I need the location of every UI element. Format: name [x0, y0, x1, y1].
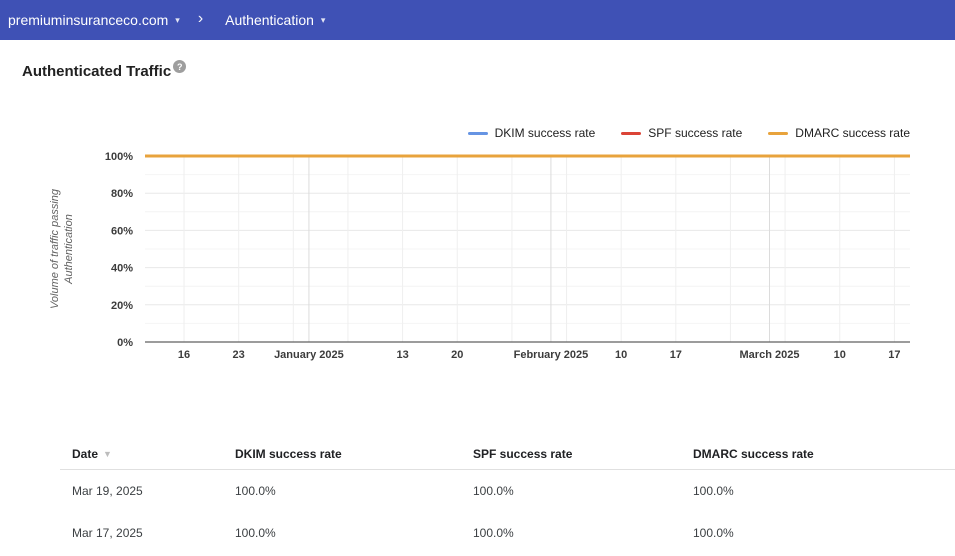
- column-header-spf: SPF success rate: [461, 447, 681, 461]
- cell-date: Mar 19, 2025: [60, 484, 223, 498]
- svg-text:60%: 60%: [111, 225, 133, 237]
- cell-dmarc: 100.0%: [681, 484, 955, 498]
- svg-text:January 2025: January 2025: [274, 349, 344, 361]
- caret-down-icon: ▾: [175, 15, 180, 26]
- svg-text:March 2025: March 2025: [740, 349, 800, 361]
- svg-text:10: 10: [615, 349, 627, 361]
- column-header-date[interactable]: Date ▼: [60, 447, 223, 461]
- page-title: Authenticated Traffic: [22, 63, 171, 80]
- cell-dmarc: 100.0%: [681, 526, 955, 540]
- traffic-chart[interactable]: 16 23 13 20 10 17 10 17 January 2025 February 202…: [0, 100, 955, 370]
- column-header-dmarc: DMARC success rate: [681, 447, 955, 461]
- svg-text:13: 13: [396, 349, 408, 361]
- svg-text:100%: 100%: [105, 151, 133, 163]
- svg-text:February 2025: February 2025: [514, 349, 589, 361]
- cell-date: Mar 17, 2025: [60, 526, 223, 540]
- page-title-row: Authenticated Traffic ?: [22, 63, 186, 80]
- sort-desc-icon: ▼: [103, 449, 112, 459]
- app-header: premiuminsuranceco.com ▾ › Authenticatio…: [0, 0, 955, 40]
- caret-down-icon: ▾: [321, 15, 326, 26]
- table-row: Mar 17, 2025 100.0% 100.0% 100.0%: [60, 512, 955, 554]
- svg-text:40%: 40%: [111, 263, 133, 275]
- cell-spf: 100.0%: [461, 484, 681, 498]
- cell-dkim: 100.0%: [223, 484, 461, 498]
- svg-text:0%: 0%: [117, 337, 133, 349]
- cell-dkim: 100.0%: [223, 526, 461, 540]
- breadcrumb-chevron-icon: ›: [198, 11, 203, 27]
- svg-text:16: 16: [178, 349, 190, 361]
- svg-text:10: 10: [834, 349, 846, 361]
- table-row: Mar 19, 2025 100.0% 100.0% 100.0%: [60, 470, 955, 512]
- section-dropdown[interactable]: Authentication ▾: [225, 12, 325, 28]
- domain-dropdown[interactable]: premiuminsuranceco.com ▾: [8, 12, 180, 28]
- svg-text:20%: 20%: [111, 300, 133, 312]
- svg-text:17: 17: [888, 349, 900, 361]
- cell-spf: 100.0%: [461, 526, 681, 540]
- column-header-dkim: DKIM success rate: [223, 447, 461, 461]
- y-axis-title-line1: Volume of traffic passing: [48, 139, 62, 359]
- svg-text:23: 23: [233, 349, 245, 361]
- y-axis-title-line2: Authentication: [62, 139, 76, 359]
- help-icon[interactable]: ?: [173, 60, 186, 73]
- y-axis-title: Volume of traffic passing Authentication: [48, 139, 76, 359]
- table-header-row: Date ▼ DKIM success rate SPF success rat…: [60, 438, 955, 470]
- svg-text:20: 20: [451, 349, 463, 361]
- domain-label: premiuminsuranceco.com: [8, 12, 168, 28]
- data-table: Date ▼ DKIM success rate SPF success rat…: [60, 438, 955, 554]
- svg-text:17: 17: [670, 349, 682, 361]
- section-label: Authentication: [225, 12, 314, 28]
- svg-text:80%: 80%: [111, 188, 133, 200]
